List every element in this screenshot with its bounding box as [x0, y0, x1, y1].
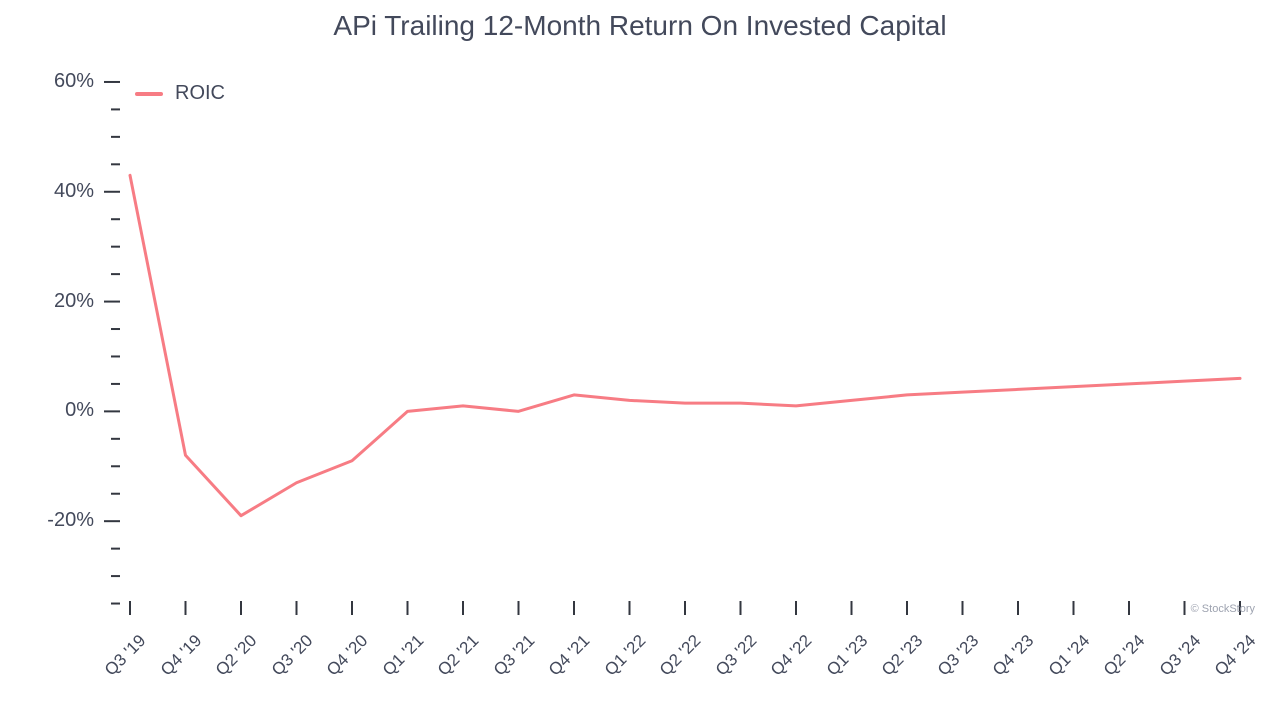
y-tick-label: -20% — [34, 509, 94, 532]
x-tick-label: Q4 '24 — [1204, 631, 1261, 688]
x-tick-label: Q2 '23 — [871, 631, 928, 688]
x-tick-label: Q4 '20 — [316, 631, 373, 688]
x-tick-label: Q3 '21 — [482, 631, 539, 688]
x-tick-label: Q3 '20 — [260, 631, 317, 688]
y-tick-label: 20% — [34, 290, 94, 313]
x-tick-label: Q2 '22 — [649, 631, 706, 688]
x-tick-label: Q4 '22 — [760, 631, 817, 688]
x-tick-label: Q4 '19 — [149, 631, 206, 688]
x-tick-label: Q2 '21 — [427, 631, 484, 688]
x-tick-label: Q1 '24 — [1037, 631, 1094, 688]
copyright-label: © StockStory — [1191, 603, 1255, 615]
x-tick-label: Q2 '24 — [1093, 631, 1150, 688]
x-tick-label: Q2 '20 — [205, 631, 262, 688]
plot-area — [120, 60, 1250, 620]
y-tick-label: 0% — [34, 399, 94, 422]
y-tick-label: 60% — [34, 70, 94, 93]
chart-svg — [120, 60, 1250, 620]
x-tick-label: Q4 '21 — [538, 631, 595, 688]
chart-title: APi Trailing 12-Month Return On Invested… — [0, 10, 1280, 42]
series-line-roic — [130, 175, 1240, 515]
x-tick-label: Q1 '21 — [371, 631, 428, 688]
y-tick-label: 40% — [34, 180, 94, 203]
x-tick-label: Q3 '22 — [704, 631, 761, 688]
x-tick-label: Q1 '22 — [593, 631, 650, 688]
x-tick-label: Q3 '24 — [1148, 631, 1205, 688]
x-tick-label: Q4 '23 — [982, 631, 1039, 688]
x-tick-label: Q1 '23 — [815, 631, 872, 688]
x-tick-label: Q3 '23 — [926, 631, 983, 688]
x-tick-label: Q3 '19 — [94, 631, 151, 688]
